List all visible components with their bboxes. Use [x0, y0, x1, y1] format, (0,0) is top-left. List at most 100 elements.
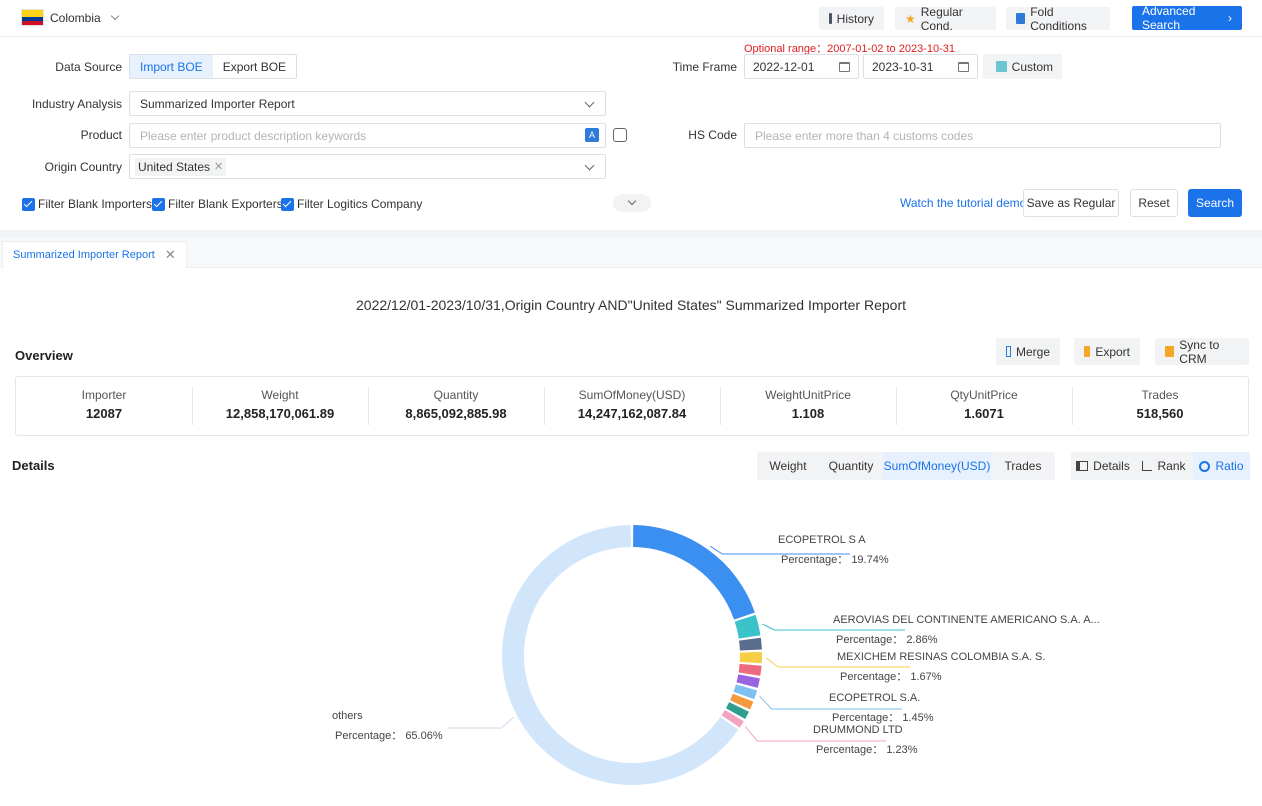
- custom-icon: [996, 61, 1007, 72]
- stat-label: QtyUnitPrice: [950, 388, 1018, 402]
- label-leader-line: [709, 545, 850, 555]
- slice-percentage-label: Percentage： 1.23%: [816, 744, 918, 756]
- stat-value: 12,858,170,061.89: [225, 406, 335, 421]
- label-leader-line: [448, 717, 514, 729]
- merge-button[interactable]: Merge: [996, 338, 1060, 365]
- tab-ratio-label: Ratio: [1215, 459, 1244, 473]
- import-boe-option[interactable]: Import BOE: [130, 55, 213, 78]
- rank-icon: [1142, 461, 1153, 471]
- expand-filters-toggle[interactable]: [613, 194, 651, 212]
- overview-stats: Importer 12087 Weight 12,858,170,061.89 …: [15, 376, 1249, 436]
- tab-rank[interactable]: Rank: [1135, 452, 1193, 480]
- tab-quantity[interactable]: Quantity: [828, 459, 874, 473]
- label-leader-line: [759, 695, 902, 710]
- hs-code-placeholder: Please enter more than 4 customs codes: [755, 128, 974, 143]
- country-selector[interactable]: Colombia: [22, 10, 119, 25]
- product-label: Product: [80, 128, 122, 142]
- history-button[interactable]: History: [819, 7, 884, 30]
- donut-slice[interactable]: [739, 637, 762, 651]
- product-input[interactable]: Please enter product description keyword…: [129, 123, 606, 148]
- advanced-search-button[interactable]: Advanced Search ›: [1132, 4, 1242, 32]
- filter-blank-exporters-label: Filter Blank Exporters: [168, 197, 283, 211]
- industry-analysis-select[interactable]: Summarized Importer Report: [129, 91, 606, 116]
- tab-label: Summarized Importer Report: [13, 249, 155, 261]
- export-boe-option[interactable]: Export BOE: [222, 59, 287, 74]
- custom-range-button[interactable]: Custom: [983, 54, 1062, 79]
- regular-cond-label: Regular Cond.: [920, 4, 963, 33]
- ratio-donut-chart: ECOPETROL S A Percentage： 19.74% AEROVIAS …: [332, 525, 1100, 785]
- checkbox-icon: [22, 197, 35, 211]
- donut-slice[interactable]: [633, 525, 755, 620]
- industry-analysis-value: Summarized Importer Report: [140, 96, 295, 111]
- sync-crm-label: Sync to CRM: [1179, 337, 1220, 366]
- chevron-right-icon: ›: [1228, 11, 1232, 25]
- tab-trades[interactable]: Trades: [1004, 459, 1042, 473]
- merge-label: Merge: [1015, 344, 1050, 359]
- tab-ratio[interactable]: Ratio: [1193, 452, 1250, 480]
- reset-button[interactable]: Reset: [1130, 189, 1178, 217]
- sync-crm-button[interactable]: Sync to CRM: [1155, 337, 1249, 366]
- optional-range-hint: Optional range：2007-01-02 to 2023-10-31: [744, 43, 955, 55]
- tag-close-icon[interactable]: ✕: [214, 161, 224, 173]
- tab-sum-of-money[interactable]: SumOfMoney(USD): [883, 452, 991, 480]
- stat-value: 12087: [85, 406, 123, 421]
- tab-weight[interactable]: Weight: [769, 459, 807, 473]
- tab-summarized-importer-report[interactable]: Summarized Importer Report ✕: [2, 241, 187, 268]
- close-icon[interactable]: ✕: [164, 247, 176, 262]
- date-to-input[interactable]: 2023-10-31: [863, 54, 978, 79]
- search-button[interactable]: Search: [1188, 189, 1242, 217]
- save-as-regular-button[interactable]: Save as Regular: [1023, 189, 1119, 217]
- pie-icon: [1199, 460, 1211, 472]
- chevron-down-icon: [627, 196, 637, 206]
- donut-slice[interactable]: [738, 663, 762, 676]
- date-from-input[interactable]: 2022-12-01: [744, 54, 859, 79]
- product-library-icon[interactable]: [613, 128, 627, 142]
- stat-label: Trades: [1141, 388, 1179, 402]
- slice-name-label: ECOPETROL S.A.: [829, 692, 920, 704]
- slice-percentage-label: Percentage： 2.86%: [836, 634, 938, 646]
- stat-qty-unit-price: QtyUnitPrice 1.6071: [896, 377, 1072, 435]
- donut-slice[interactable]: [733, 684, 758, 700]
- stat-quantity: Quantity 8,865,092,885.98: [368, 377, 544, 435]
- donut-slice[interactable]: [739, 652, 762, 664]
- fold-conditions-button[interactable]: Fold Conditions: [1006, 5, 1110, 33]
- donut-slice[interactable]: [730, 693, 754, 710]
- history-icon: [829, 13, 832, 24]
- custom-label: Custom: [1011, 59, 1053, 74]
- report-tab-strip: Summarized Importer Report ✕: [0, 238, 1262, 268]
- slice-percentage-label: Percentage： 1.67%: [840, 671, 942, 683]
- stat-value: 1.108: [791, 406, 825, 421]
- donut-slice[interactable]: [734, 614, 761, 639]
- translate-icon[interactable]: A: [585, 128, 599, 142]
- fold-icon: [1016, 13, 1026, 24]
- overview-title: Overview: [15, 348, 73, 363]
- origin-country-select[interactable]: United States ✕: [129, 154, 606, 179]
- stat-importer: Importer 12087: [16, 377, 192, 435]
- tab-details-label: Details: [1093, 459, 1130, 473]
- export-button[interactable]: Export: [1074, 338, 1140, 365]
- hs-code-input[interactable]: Please enter more than 4 customs codes: [744, 123, 1221, 148]
- filter-logistics-company-checkbox[interactable]: Filter Logitics Company: [281, 197, 422, 211]
- label-leader-line: [744, 726, 886, 742]
- tutorial-link[interactable]: Watch the tutorial demo: [900, 196, 1027, 210]
- chevron-down-icon: [110, 11, 119, 21]
- slice-name-label: ECOPETROL S A: [778, 534, 866, 546]
- origin-country-label: Origin Country: [44, 160, 122, 174]
- label-leader-line: [762, 623, 905, 631]
- report-area: Summarized Importer Report ✕ 2022/12/01-…: [0, 238, 1262, 806]
- origin-country-tag-label: United States: [138, 159, 211, 174]
- chevron-down-icon: [584, 160, 595, 171]
- regular-cond-button[interactable]: ★ Regular Cond.: [895, 4, 996, 33]
- date-to-value: 2023-10-31: [872, 59, 934, 74]
- tab-details[interactable]: Details: [1071, 452, 1135, 480]
- stat-label: SumOfMoney(USD): [578, 388, 686, 402]
- donut-slice[interactable]: [721, 709, 744, 728]
- filter-blank-importers-checkbox[interactable]: Filter Blank Importers: [22, 197, 152, 211]
- star-icon: ★: [905, 11, 916, 26]
- donut-slice[interactable]: [736, 674, 760, 688]
- donut-slice[interactable]: [725, 702, 749, 720]
- filter-blank-exporters-checkbox[interactable]: Filter Blank Exporters: [152, 197, 283, 211]
- stat-value: 14,247,162,087.84: [577, 406, 687, 421]
- data-source-label: Data Source: [55, 60, 122, 74]
- country-name: Colombia: [50, 10, 101, 25]
